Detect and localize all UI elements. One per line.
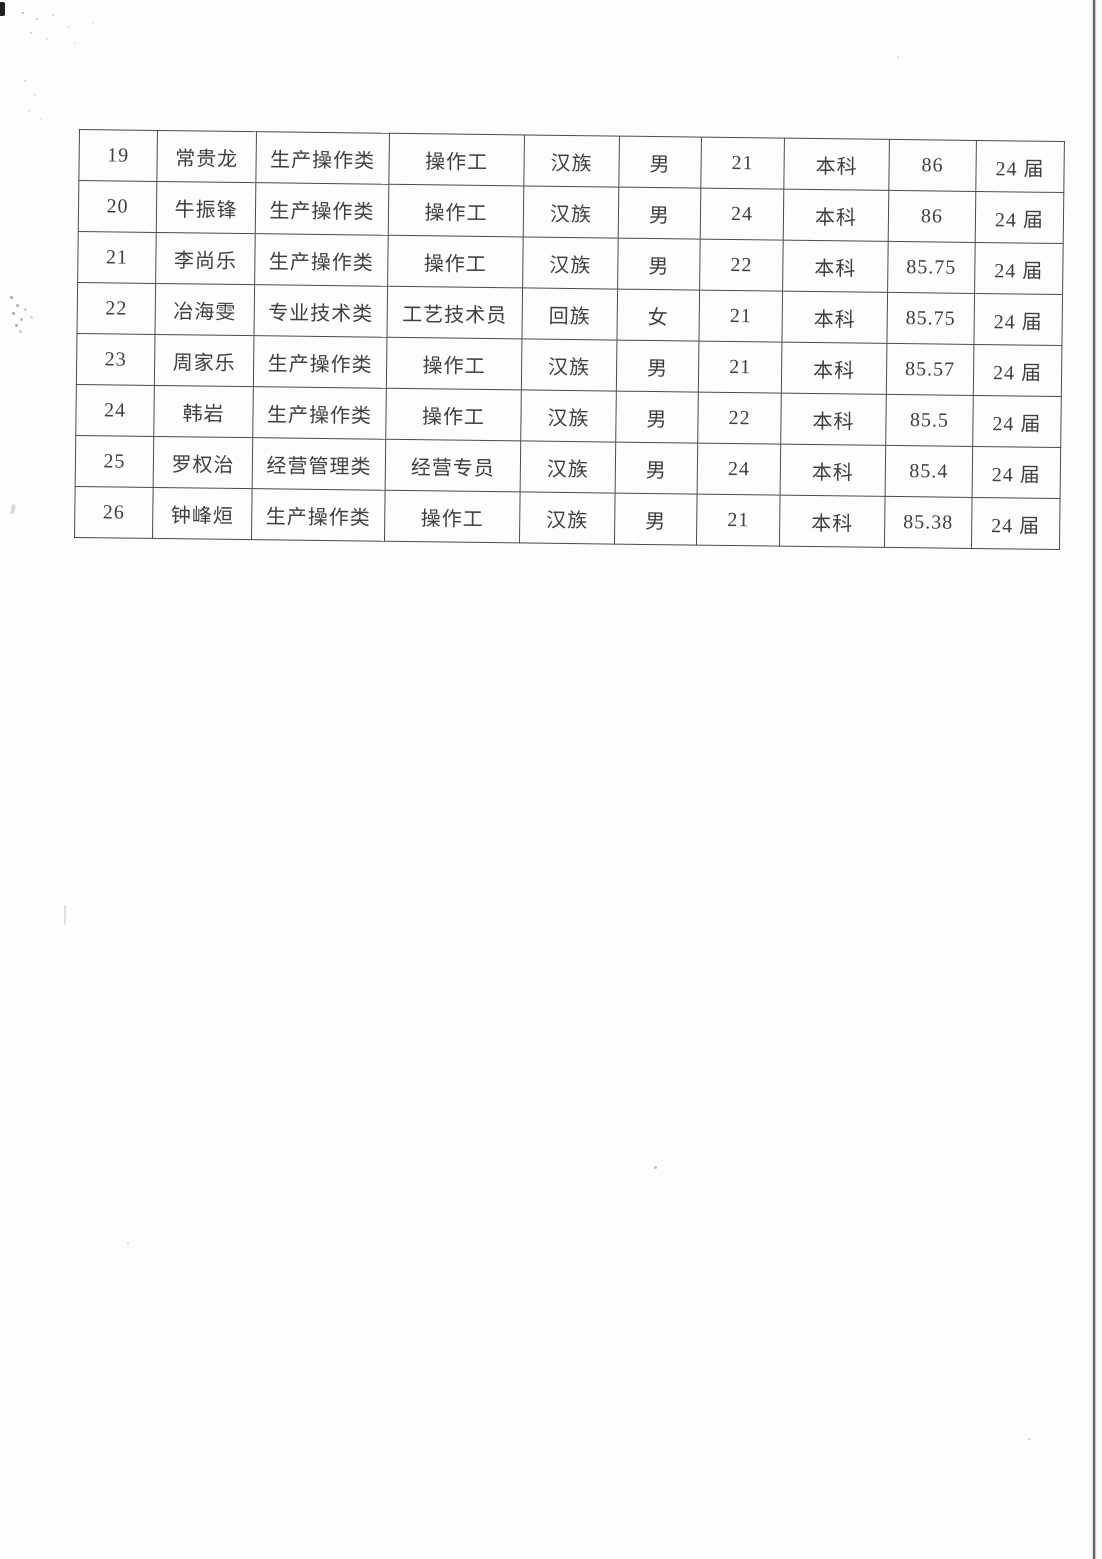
cell-no: 20 <box>78 180 157 233</box>
cell-education: 本科 <box>780 444 886 497</box>
cell-position: 操作工 <box>387 235 524 288</box>
cell-gender: 男 <box>616 340 699 393</box>
cell-gender: 男 <box>617 238 701 291</box>
candidate-roster-table-wrap: 19 常贵龙 生产操作类 操作工 汉族男 21 本科 86 24 届 20 牛振锋 生产操作类 操作工汉… <box>74 129 1065 550</box>
cell-education: 本科 <box>781 291 888 344</box>
cell-ethnicity: 回族 <box>521 287 618 341</box>
scan-artifact-speckles <box>24 80 26 82</box>
scan-artifact-corner-mark <box>0 2 5 16</box>
cell-score: 85.4 <box>885 445 973 498</box>
cell-ethnicity: 汉族 <box>522 236 619 290</box>
cell-gender: 男 <box>614 493 698 546</box>
cell-name: 钟峰烜 <box>152 487 253 540</box>
cell-cohort: 24 届 <box>972 446 1061 499</box>
scan-edge-shadow <box>1093 0 1095 1559</box>
cell-category: 经营管理类 <box>252 437 386 491</box>
cell-age: 21 <box>696 494 781 547</box>
cell-age: 24 <box>697 443 781 496</box>
cell-cohort: 24 届 <box>972 395 1062 448</box>
cell-category: 生产操作类 <box>254 233 389 287</box>
table-row: 26 钟峰烜 生产操作类 操作工 汉族男 21 本科 85.38 24 届 <box>74 486 1061 550</box>
cell-age: 21 <box>698 341 782 394</box>
cell-cohort: 24 届 <box>975 140 1065 193</box>
cell-ethnicity: 汉族 <box>519 491 616 545</box>
table-body: 19 常贵龙 生产操作类 操作工 汉族男 21 本科 86 24 届 20 牛振锋 生产操作类 操作工汉… <box>74 129 1065 550</box>
cell-name: 韩岩 <box>153 385 254 438</box>
cell-position: 操作工 <box>385 388 522 441</box>
candidate-roster-table: 19 常贵龙 生产操作类 操作工 汉族男 21 本科 86 24 届 20 牛振锋 生产操作类 操作工汉… <box>74 129 1065 550</box>
cell-education: 本科 <box>780 393 887 446</box>
cell-category: 生产操作类 <box>255 182 389 236</box>
cell-name: 牛振锋 <box>156 181 256 234</box>
cell-education: 本科 <box>781 342 887 395</box>
cell-education: 本科 <box>779 495 886 548</box>
cell-no: 24 <box>75 384 155 437</box>
cell-age: 21 <box>700 137 785 190</box>
cell-education: 本科 <box>783 189 889 242</box>
cell-cohort: 24 届 <box>973 293 1063 346</box>
cell-cohort: 24 届 <box>973 344 1062 397</box>
cell-no: 23 <box>76 333 155 386</box>
cell-gender: 男 <box>615 391 699 444</box>
cell-no: 25 <box>75 435 154 488</box>
scan-artifact-smudge <box>10 296 13 299</box>
cell-category: 生产操作类 <box>251 488 386 542</box>
cell-ethnicity: 汉族 <box>523 185 619 239</box>
cell-score: 85.5 <box>885 394 974 447</box>
cell-category: 生产操作类 <box>252 386 387 440</box>
cell-no: 26 <box>74 486 154 539</box>
cell-position: 经营专员 <box>385 439 521 492</box>
cell-position: 操作工 <box>388 133 525 186</box>
cell-ethnicity: 汉族 <box>521 338 617 392</box>
cell-ethnicity: 汉族 <box>523 134 620 188</box>
cell-education: 本科 <box>782 240 889 293</box>
cell-age: 21 <box>698 290 783 343</box>
cell-name: 罗权治 <box>153 436 253 489</box>
cell-gender: 男 <box>618 187 701 240</box>
cell-gender: 男 <box>618 136 702 189</box>
cell-name: 冶海雯 <box>154 283 255 336</box>
cell-position: 工艺技术员 <box>386 286 523 339</box>
cell-age: 24 <box>700 188 784 241</box>
scan-artifact-mark <box>10 503 16 515</box>
cell-position: 操作工 <box>388 184 524 237</box>
cell-score: 85.57 <box>886 343 974 396</box>
cell-cohort: 24 届 <box>975 191 1064 244</box>
scan-artifact-speck <box>127 1242 129 1244</box>
cell-position: 操作工 <box>386 337 522 390</box>
cell-name: 周家乐 <box>154 334 254 387</box>
cell-name: 常贵龙 <box>156 130 257 183</box>
cell-score: 86 <box>888 190 976 243</box>
cell-age: 22 <box>699 239 784 292</box>
cell-cohort: 24 届 <box>974 242 1064 295</box>
cell-score: 85.75 <box>886 292 975 345</box>
cell-gender: 男 <box>615 442 698 495</box>
cell-no: 21 <box>77 231 157 284</box>
cell-age: 22 <box>697 392 782 445</box>
cell-score: 85.75 <box>887 241 976 294</box>
cell-ethnicity: 汉族 <box>520 389 617 443</box>
scan-artifact-speck <box>897 56 899 58</box>
cell-category: 生产操作类 <box>255 131 390 185</box>
cell-ethnicity: 汉族 <box>520 440 616 494</box>
scan-artifact-speckles <box>22 12 24 14</box>
scan-artifact-speck <box>654 1166 657 1169</box>
cell-no: 19 <box>78 129 158 182</box>
cell-cohort: 24 届 <box>971 497 1061 550</box>
cell-no: 22 <box>77 282 156 335</box>
cell-gender: 女 <box>616 289 700 342</box>
cell-name: 李尚乐 <box>155 232 256 285</box>
cell-category: 生产操作类 <box>253 335 387 389</box>
scan-artifact-speck <box>1028 1438 1031 1440</box>
cell-category: 专业技术类 <box>253 284 388 338</box>
cell-education: 本科 <box>783 138 890 191</box>
cell-score: 86 <box>888 139 977 192</box>
cell-score: 85.38 <box>884 496 973 549</box>
cell-position: 操作工 <box>384 490 521 543</box>
scan-artifact-dash <box>64 905 66 925</box>
